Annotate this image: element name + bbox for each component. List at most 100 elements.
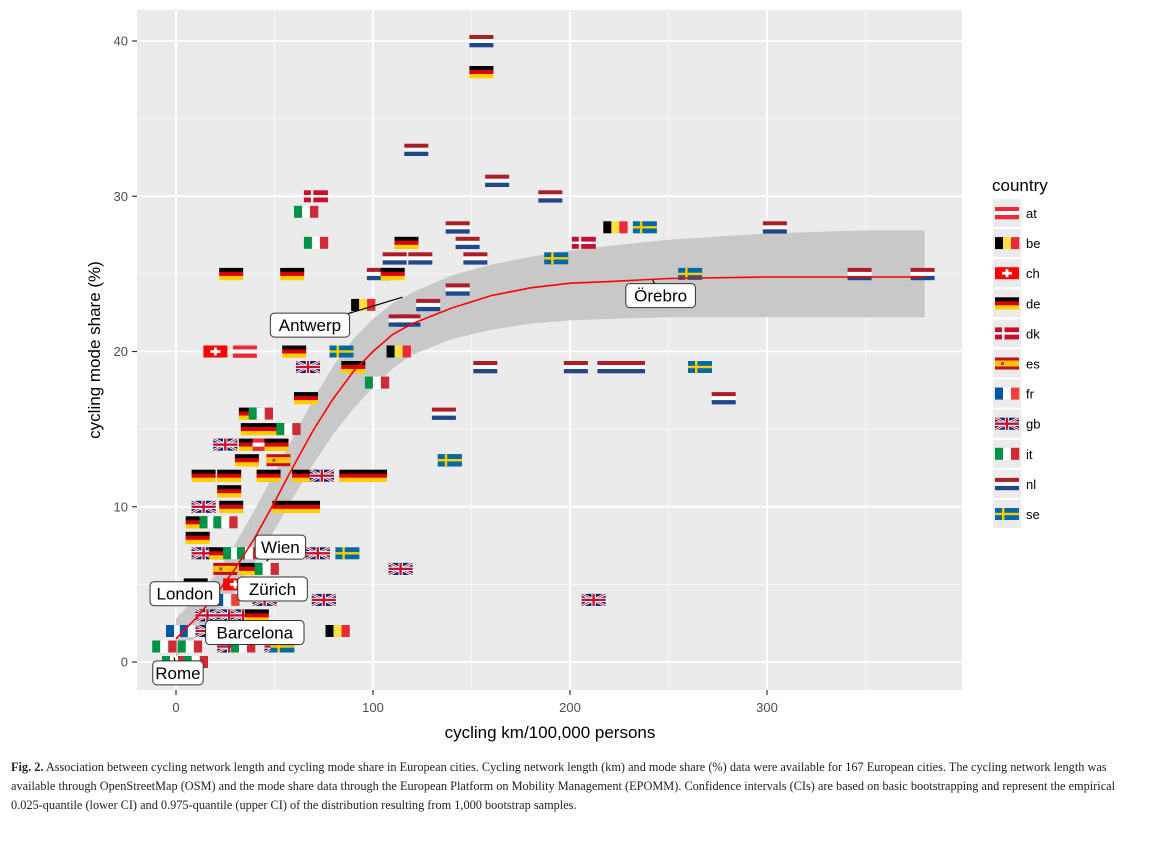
flag-stripe [341,361,366,366]
flag-stripe [240,427,265,432]
city-annotation: Örebro [625,279,696,309]
flag-stripe [611,221,620,234]
legend-flag-dk [995,327,1019,340]
flag-stripe [538,190,563,195]
flag-stripe [272,508,297,514]
data-point-se [329,345,354,358]
flag-stripe [431,415,456,420]
flag-stripe [185,535,210,541]
flag-stripe [402,345,411,358]
flag-stripe [219,267,244,273]
city-annotation: Barcelona [205,620,305,646]
flag-stripe [445,229,470,234]
flag-stripe [185,520,210,525]
data-point-nl [847,267,872,281]
flag-stripe [847,271,872,277]
flag-stripe [463,260,488,265]
flag-stripe [445,283,470,288]
flag-stripe [219,500,244,506]
legend-flag-se [995,508,1019,520]
flag-stripe [762,221,787,226]
legend-flag-at [995,207,1019,220]
flag-stripe [280,267,305,273]
flag-stripe [232,353,257,358]
flag-stripe [995,485,1019,491]
data-point-at [232,345,257,358]
flag-stripe [621,369,645,374]
flag-stripe [276,423,285,436]
flag-stripe [244,547,254,560]
flag-cross [551,252,554,265]
flag-cross [444,454,448,467]
flag-stripe [238,442,263,447]
legend: country at be ch de dk es fr gb it nl se [992,176,1048,528]
flag-stripe [366,275,391,281]
city-label: Antwerp [279,316,341,335]
legend-item-gb: gb [993,409,1040,438]
legend-item-de: de [993,289,1040,318]
data-point-gb [295,359,321,375]
flag-stripe [213,516,222,529]
flag-stripe [199,656,208,668]
data-point-nl [416,298,441,312]
data-point-it [294,205,319,218]
flag-stripe [296,508,320,514]
legend-item-nl: nl [993,469,1036,498]
data-point-de [219,500,244,514]
flag-stripe [563,365,588,370]
flag-stripe [294,400,318,405]
data-point-nl [597,361,622,374]
flag-cross [228,640,231,653]
caption-label: Fig. 2. [11,760,44,774]
city-label-box [254,534,307,560]
x-tick-label: 300 [756,700,778,715]
legend-label: at [1026,206,1037,221]
city-label-box [149,581,221,607]
flag-cross [241,609,245,622]
flag-stripe [292,423,301,436]
city-annotation: Rome [152,657,204,686]
data-point-gb [581,592,607,608]
y-axis: 0 10 20 30 40 [114,34,137,670]
data-point-de [209,547,234,560]
flag-stripe [264,442,289,447]
data-point-de [217,469,242,482]
flag-stripe [995,211,1019,216]
data-point-es [213,562,238,575]
y-tick-label: 20 [114,344,128,359]
flag-cross [214,347,217,356]
flag-emblem [219,567,223,571]
legend-item-fr: fr [993,379,1035,408]
flag-cross [399,562,402,575]
legend-label: se [1026,507,1040,522]
flag-stripe [262,562,271,575]
flag-cross [632,226,657,229]
flag-stripe [280,271,305,277]
flag-stripe [217,489,242,494]
data-point-se [632,221,657,234]
data-point-nl [538,190,563,203]
data-point-gb [309,468,335,483]
flag-stripe [1011,447,1020,460]
flag-stripe [244,617,269,622]
city-label: London [156,585,213,604]
data-point-nl [445,221,470,234]
data-point-de [240,423,265,436]
flag-cross [695,361,698,373]
data-point-it [303,236,329,249]
data-point-nl [366,267,391,281]
city-annotation: Wien [254,534,307,562]
legend-flag-fr [995,387,1020,400]
x-axis-title: cycling km/100,000 persons [445,723,656,742]
data-point-de [238,562,263,576]
caption-text: Association between cycling network leng… [11,760,1116,812]
data-point-nl [563,361,588,374]
flag-stripe [256,477,281,482]
flag-stripe [394,244,419,250]
flag-cross [571,241,596,244]
flag-stripe [341,365,366,370]
data-point-es [266,454,291,467]
flag-stripe [396,322,421,327]
flag-stripe [185,516,210,521]
flag-stripe [264,438,289,443]
